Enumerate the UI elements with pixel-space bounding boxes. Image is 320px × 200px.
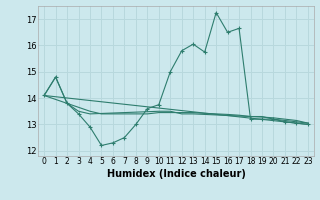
X-axis label: Humidex (Indice chaleur): Humidex (Indice chaleur) xyxy=(107,169,245,179)
